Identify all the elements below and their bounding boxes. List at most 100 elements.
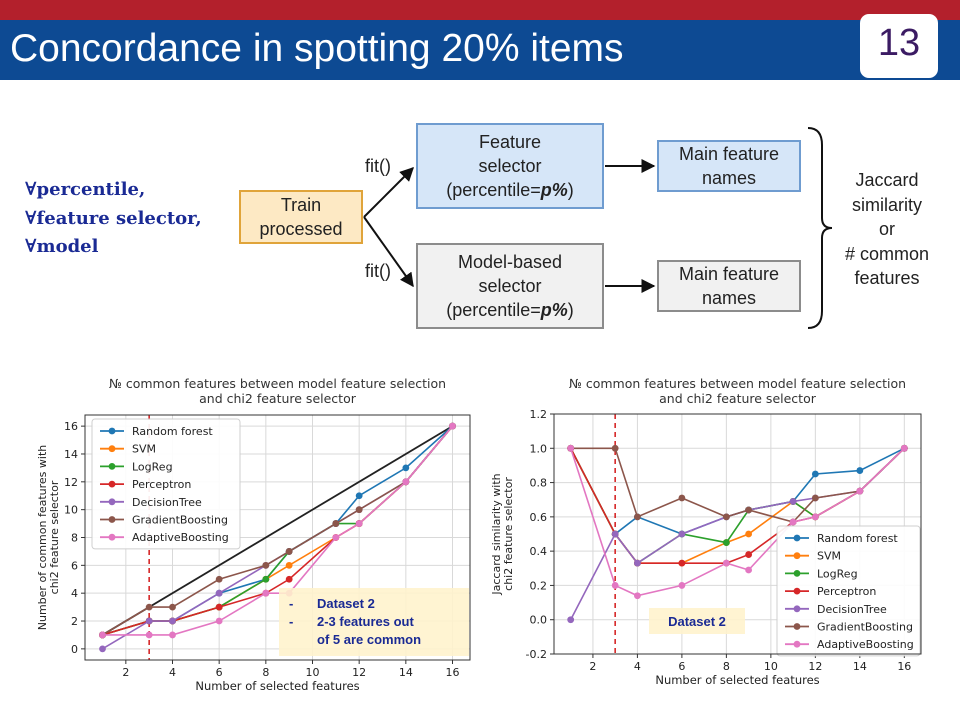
chart-title-line1: № common features between model feature …: [109, 376, 446, 391]
legend-label: GradientBoosting: [132, 514, 228, 527]
feature-selector-line2: selector: [478, 156, 542, 176]
y-tick-label: 16: [64, 420, 78, 433]
data-point-adaptiveboosting: [789, 518, 797, 526]
annotation-bullet-1: Dataset 2: [317, 596, 375, 611]
y-tick-label: 6: [71, 559, 78, 572]
feature-selector-box: Feature selector (percentile=p%): [416, 123, 604, 209]
data-point-decisiontree: [99, 645, 106, 653]
legend-box: [91, 418, 241, 550]
data-point-gradientboosting: [169, 603, 176, 611]
legend-swatch-marker: [793, 534, 801, 542]
y-axis-label-line1: Jaccard similarity with: [490, 473, 503, 595]
quantifier-formula: ∀percentile, ∀feature selector, ∀model: [25, 176, 202, 262]
x-tick-label: 6: [678, 660, 685, 673]
x-tick-label: 16: [897, 660, 911, 673]
data-point-gradientboosting: [355, 506, 363, 514]
legend-swatch-marker: [108, 445, 116, 453]
y-axis-label-line2: chi2 feature selector: [502, 477, 515, 591]
x-tick-label: 16: [446, 666, 460, 679]
data-point-svm: [745, 530, 753, 538]
page-number-badge: [860, 14, 938, 78]
legend-label: AdaptiveBoosting: [817, 638, 914, 651]
series-line-adaptiveboosting: [569, 447, 905, 597]
formula-line-feature-selector: ∀feature selector,: [25, 207, 202, 229]
data-point-random-forest: [355, 492, 363, 500]
data-point-decisiontree: [567, 616, 575, 624]
data-point-adaptiveboosting: [745, 566, 753, 574]
x-tick-label: 4: [634, 660, 641, 673]
main-feature-names-label-bottom: Main feature names: [678, 264, 780, 308]
legend-label: AdaptiveBoosting: [132, 531, 229, 544]
main-feature-names-box-top: Main feature names: [657, 140, 801, 192]
data-point-gradientboosting: [332, 520, 340, 527]
data-point-perceptron: [678, 559, 686, 567]
title-bar: [0, 20, 960, 80]
common-features-chart: № common features between model feature …: [36, 376, 471, 693]
data-point-adaptiveboosting: [215, 617, 223, 625]
train-processed-box: Train processed: [239, 190, 363, 244]
data-point-adaptiveboosting: [402, 478, 410, 486]
data-point-adaptiveboosting: [678, 582, 686, 589]
series-line-gradientboosting: [102, 425, 454, 636]
y-tick-label: 0.4: [530, 545, 548, 558]
x-axis-label: Number of selected features: [195, 679, 359, 693]
data-point-gradientboosting: [262, 561, 270, 569]
legend-swatch-marker: [108, 427, 116, 435]
model-selector-line3: (percentile=p%): [446, 300, 574, 320]
x-tick-label: 12: [808, 660, 822, 673]
y-tick-label: 14: [64, 448, 78, 461]
feature-selector-line1: Feature: [478, 132, 542, 152]
legend-label: SVM: [817, 550, 841, 563]
data-point-adaptiveboosting: [900, 444, 908, 452]
data-point-adaptiveboosting: [262, 589, 270, 597]
legend-label: Random forest: [817, 532, 898, 545]
diagram-arrows: [363, 127, 833, 329]
data-point-adaptiveboosting: [169, 631, 176, 639]
formula-line-percentile: ∀percentile,: [25, 179, 146, 200]
x-tick-label: 2: [589, 660, 596, 673]
data-point-perceptron: [215, 603, 223, 611]
data-point-perceptron: [285, 575, 293, 583]
data-point-gradientboosting: [611, 444, 619, 452]
similarity-metric-label: Jaccard similarity or # common features: [844, 170, 930, 288]
y-tick-label: 0.2: [530, 579, 548, 592]
y-tick-label: 1.2: [530, 408, 548, 421]
main-feature-names-label-top: Main feature names: [678, 144, 780, 188]
y-tick-label: 2: [71, 615, 78, 628]
data-point-gradientboosting: [285, 548, 293, 555]
y-tick-label: 0: [71, 643, 78, 656]
data-point-gradientboosting: [745, 506, 753, 514]
series-line-gradientboosting: [570, 447, 905, 523]
annotation-bullet-symbol: -: [289, 614, 293, 629]
data-point-decisiontree: [145, 617, 153, 625]
y-tick-label: 0.6: [530, 511, 548, 524]
x-tick-label: 10: [306, 666, 320, 679]
data-point-adaptiveboosting: [145, 631, 153, 639]
data-point-adaptiveboosting: [99, 631, 106, 639]
data-point-adaptiveboosting: [722, 559, 730, 567]
legend-label: DecisionTree: [132, 496, 202, 509]
model-based-selector-box: Model-based selector (percentile=p%): [416, 243, 604, 329]
x-tick-label: 6: [216, 666, 223, 679]
x-axis-label: Number of selected features: [655, 673, 819, 687]
x-tick-label: 8: [723, 660, 730, 673]
legend-label: DecisionTree: [817, 603, 887, 616]
x-tick-label: 12: [352, 666, 366, 679]
legend-swatch-marker: [793, 587, 801, 595]
page-number: 13: [877, 22, 921, 64]
data-point-gradientboosting: [145, 603, 153, 611]
plot-area-frame: [84, 414, 471, 661]
jaccard-similarity-chart: № common features between model feature …: [490, 376, 922, 687]
data-point-decisiontree: [215, 589, 223, 597]
data-point-adaptiveboosting: [355, 520, 363, 527]
top-accent-bar: [0, 0, 960, 20]
data-point-decisiontree: [789, 498, 797, 505]
legend-label: Perceptron: [817, 585, 876, 598]
y-tick-label: 0.8: [530, 477, 548, 490]
legend-swatch-marker: [108, 533, 116, 541]
data-point-adaptiveboosting: [567, 444, 575, 452]
data-point-adaptiveboosting: [611, 582, 619, 589]
data-point-gradientboosting: [215, 575, 223, 583]
data-point-svm: [285, 561, 293, 569]
legend-label: LogReg: [817, 567, 858, 580]
